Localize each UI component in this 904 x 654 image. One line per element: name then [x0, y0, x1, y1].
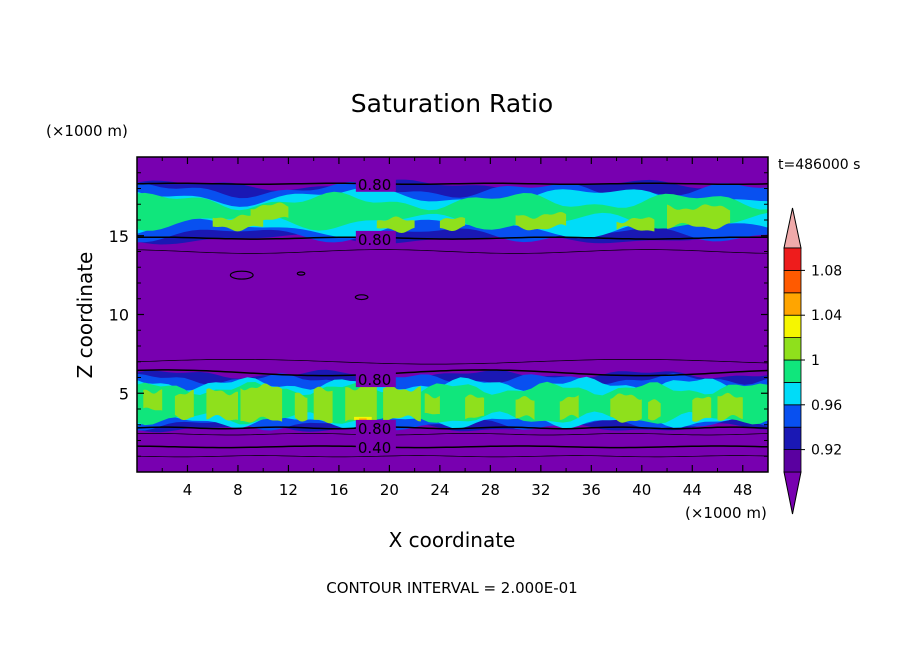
contour-loop	[296, 271, 306, 276]
contour-line	[136, 359, 769, 365]
contour-loop	[229, 270, 254, 280]
contour-line	[137, 433, 769, 436]
contour-line	[136, 249, 769, 254]
contour-line	[136, 426, 769, 430]
upper-band-cell	[376, 216, 415, 233]
time-label: t=486000 s	[778, 157, 860, 173]
x-tick-label: 48	[733, 481, 752, 499]
x-tick-label: 4	[183, 481, 193, 499]
colorbar-swatch	[783, 247, 802, 271]
x-tick-label: 12	[279, 481, 298, 499]
colorbar-swatch	[783, 404, 802, 428]
contour-label-bg	[355, 419, 396, 436]
colorbar-swatch	[783, 269, 802, 294]
lower-band-cell	[383, 385, 421, 422]
colorbar-tick-label: 0.92	[811, 443, 842, 459]
colorbar-swatch	[783, 381, 802, 406]
lower-band-layer	[137, 381, 768, 426]
y-tick-label: 15	[109, 227, 129, 246]
contour-label: 0.40	[358, 439, 391, 457]
chart-title: Saturation Ratio	[351, 89, 553, 118]
contour-label: 0.80	[358, 420, 391, 438]
x-tick-label: 44	[683, 481, 702, 499]
lower-band-cell	[206, 388, 238, 421]
lower-band-cell	[717, 392, 743, 421]
contour-label-bg	[355, 175, 396, 192]
colorbar: 0.92 0.96 1 1.04 1.08	[783, 207, 842, 515]
contour-label: 0.80	[358, 371, 391, 389]
contour-line	[136, 455, 769, 458]
lower-band-cell	[648, 399, 661, 421]
lower-band-cell	[294, 392, 308, 422]
x-tick-label: 8	[233, 481, 243, 499]
upper-band-cell	[439, 217, 466, 231]
y-tick-label: 5	[119, 384, 129, 403]
lower-band-cell	[143, 389, 163, 411]
colorbar-swatch	[783, 359, 802, 383]
upper-band-cell	[616, 217, 655, 232]
lower-band-cell	[345, 383, 377, 426]
y-unit-label: (×1000 m)	[46, 122, 128, 140]
lower-band-cell	[174, 389, 194, 420]
x-tick-label: 24	[430, 481, 449, 499]
contour-label: 0.80	[358, 176, 391, 194]
lower-band-cell	[692, 396, 712, 422]
colorbar-tick-label: 1	[811, 353, 820, 369]
x-axis-label: X coordinate	[389, 528, 516, 552]
x-unit-label: (×1000 m)	[685, 504, 767, 522]
contour-label-bg	[355, 230, 396, 247]
lower-band-cell	[424, 393, 440, 415]
lower-band-cell	[610, 393, 642, 423]
x-tick-label: 16	[329, 481, 348, 499]
x-tick-label: 36	[582, 481, 601, 499]
colorbar-over-triangle	[783, 207, 802, 249]
colorbar-tick-label: 0.96	[811, 398, 842, 414]
y-axis-label: Z coordinate	[73, 252, 97, 379]
peak-cell	[359, 418, 367, 421]
colorbar-tick-label: 1.08	[811, 263, 842, 279]
colorbar-swatch	[783, 292, 802, 316]
colorbar-tick-label: 1.04	[811, 308, 842, 324]
x-tick-label: 28	[481, 481, 500, 499]
upper-band-cell	[667, 204, 731, 230]
colorbar-swatch	[783, 426, 802, 451]
contour-label-bg	[355, 438, 396, 455]
lower-band-cell	[465, 394, 485, 420]
lower-band-cell	[559, 395, 579, 420]
upper-band-cell	[515, 212, 567, 231]
y-tick-label: 10	[109, 306, 129, 325]
upper-band-cell	[250, 202, 289, 224]
colorbar-under-triangle	[783, 471, 802, 515]
contour-line	[136, 369, 769, 377]
contour-interval-label: CONTOUR INTERVAL = 2.000E-01	[326, 579, 577, 597]
contour-line	[136, 236, 769, 240]
peak-cell	[354, 416, 372, 420]
contour-label-bg	[355, 371, 396, 388]
lower-band-cell	[240, 383, 283, 423]
upper-band-cell	[212, 214, 264, 232]
contour-line	[136, 445, 769, 449]
x-tick-label: 20	[380, 481, 399, 499]
x-tick-label: 32	[531, 481, 550, 499]
contour-line	[136, 182, 769, 185]
lower-band-cell	[313, 386, 333, 424]
x-tick-label: 40	[632, 481, 651, 499]
contour-label: 0.80	[358, 231, 391, 249]
contour-loop	[354, 294, 369, 301]
colorbar-swatch	[783, 337, 802, 361]
upper-band-layer	[137, 191, 768, 231]
colorbar-swatch	[783, 314, 802, 339]
colorbar-swatch	[783, 449, 802, 473]
lower-band-cell	[515, 396, 535, 420]
